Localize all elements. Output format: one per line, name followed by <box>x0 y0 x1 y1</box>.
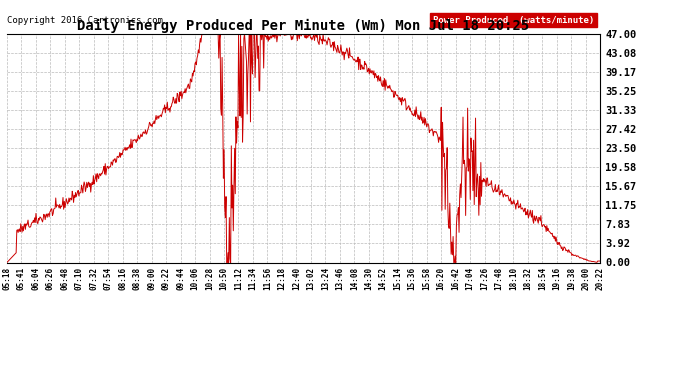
Title: Daily Energy Produced Per Minute (Wm) Mon Jul 18 20:25: Daily Energy Produced Per Minute (Wm) Mo… <box>77 18 530 33</box>
Text: Power Produced  (watts/minute): Power Produced (watts/minute) <box>433 16 594 25</box>
Text: Copyright 2016 Cartronics.com: Copyright 2016 Cartronics.com <box>7 16 163 25</box>
